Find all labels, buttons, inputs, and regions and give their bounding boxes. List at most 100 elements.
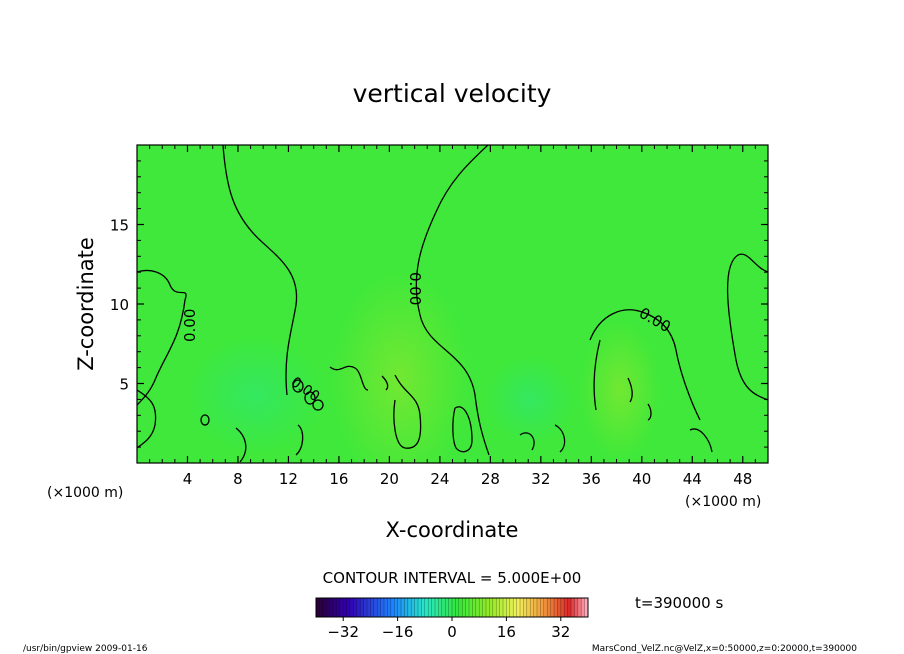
contour-line xyxy=(137,389,157,449)
colorbar-segment xyxy=(401,598,405,617)
contour-line xyxy=(295,424,304,456)
x-tick-label: 48 xyxy=(733,470,752,488)
colorbar-segment xyxy=(390,598,395,617)
colorbar-segment xyxy=(526,598,531,617)
colorbar-segment xyxy=(540,598,545,617)
colorbar-segment xyxy=(407,598,412,617)
colorbar-segment xyxy=(377,598,381,617)
colorbar-segment xyxy=(492,598,497,617)
colorbar-segment xyxy=(370,598,375,617)
colorbar-segment xyxy=(513,598,517,617)
colorbar-segment xyxy=(319,598,324,617)
x-tick-label: 8 xyxy=(233,470,243,488)
colorbar-segment xyxy=(499,598,504,617)
colorbar-tick-label: 0 xyxy=(447,623,457,641)
colorbar-segment xyxy=(367,598,371,617)
colorbar-segment xyxy=(486,598,490,617)
x-tick-label: 24 xyxy=(430,470,449,488)
contour-line xyxy=(304,391,316,405)
contour-line xyxy=(519,432,535,451)
contour-line xyxy=(726,253,768,401)
x-tick-label: 20 xyxy=(380,470,399,488)
plot-area: 0.00 0.00 0.00 0.00 xyxy=(137,145,768,463)
contour-line xyxy=(627,377,633,403)
colorbar-segment xyxy=(435,598,439,617)
y-tick-label: 15 xyxy=(110,217,129,235)
colorbar-segment xyxy=(350,598,354,617)
contour-line xyxy=(312,399,324,411)
contour-line xyxy=(292,379,304,393)
contour-line xyxy=(329,365,369,391)
field-shade xyxy=(485,355,575,445)
colorbar-segment xyxy=(322,598,327,617)
chart-title: vertical velocity xyxy=(353,79,552,108)
colorbar-segment xyxy=(346,598,351,617)
colorbar-segment xyxy=(316,598,320,617)
colorbar-segment xyxy=(452,598,456,617)
contour-line xyxy=(235,427,247,463)
colorbar-segment xyxy=(547,598,551,617)
colorbar-segment xyxy=(404,598,409,617)
colorbar-segment xyxy=(482,598,487,617)
colorbar-segment xyxy=(418,598,422,617)
colorbar-segment xyxy=(462,598,466,617)
colorbar-tick-label: −16 xyxy=(382,623,414,641)
contour-line xyxy=(415,145,490,456)
colorbar-segment xyxy=(557,598,562,617)
colorbar-segment xyxy=(373,598,378,617)
contour-lines xyxy=(137,145,768,463)
colorbar-segment xyxy=(516,598,521,617)
time-label: t=390000 s xyxy=(635,594,723,612)
colorbar-segment xyxy=(503,598,507,617)
contour-line xyxy=(200,414,210,426)
colorbar-segment xyxy=(472,598,477,617)
colorbar-segment xyxy=(489,598,494,617)
x-tick-label: 28 xyxy=(481,470,500,488)
colorbar-segment xyxy=(380,598,385,617)
colorbar-segment xyxy=(353,598,358,617)
colorbar-segment xyxy=(363,598,368,617)
colorbar-segment xyxy=(533,598,538,617)
colorbar-segment xyxy=(469,598,473,617)
x-unit-label: (×1000 m) xyxy=(47,485,123,501)
y-tick-label: 5 xyxy=(119,376,129,394)
colorbar-segment xyxy=(445,598,449,617)
colorbar-segment xyxy=(581,598,585,617)
colorbar-segment xyxy=(326,598,330,617)
colorbar-segment xyxy=(339,598,344,617)
contour-line xyxy=(554,424,566,453)
colorbar-segment xyxy=(475,598,480,617)
y-tick-label: 10 xyxy=(110,296,129,314)
colorbar-segment xyxy=(577,598,582,617)
colorbar-segment xyxy=(411,598,415,617)
colorbar-segment xyxy=(360,598,364,617)
colorbar-segment xyxy=(448,598,453,617)
x-tick-label: 32 xyxy=(531,470,550,488)
contour-line xyxy=(689,428,713,453)
colorbar-segment xyxy=(509,598,514,617)
contour-line xyxy=(593,339,601,411)
x-tick-label: 12 xyxy=(279,470,298,488)
colorbar-tick-label: −32 xyxy=(327,623,359,641)
x-tick-label: 4 xyxy=(183,470,193,488)
colorbar-segment xyxy=(506,598,511,617)
colorbar-ticks: −32 −16 0 16 32 xyxy=(327,617,570,641)
x-axis-ticks: 4 8 12 16 20 24 28 32 36 40 44 48 xyxy=(149,145,769,488)
footer-left: /usr/bin/gpview 2009-01-16 xyxy=(23,644,148,654)
colorbar-segment xyxy=(537,598,541,617)
colorbar-segment xyxy=(428,598,432,617)
colorbar-segment xyxy=(523,598,528,617)
x-tick-label: 16 xyxy=(329,470,348,488)
colorbar-segment xyxy=(571,598,575,617)
colorbar-segment xyxy=(465,598,470,617)
colorbar-segment xyxy=(584,598,589,617)
contour-label: 0.00 xyxy=(406,272,424,305)
field-shade xyxy=(580,320,660,460)
x-unit-label-right: (×1000 m) xyxy=(685,494,761,510)
colorbar-segment xyxy=(397,598,402,617)
colorbar-segment xyxy=(384,598,388,617)
contour-interval-label: CONTOUR INTERVAL = 5.000E+00 xyxy=(323,569,582,587)
colorbar-segment xyxy=(421,598,426,617)
colorbar-segment xyxy=(550,598,555,617)
